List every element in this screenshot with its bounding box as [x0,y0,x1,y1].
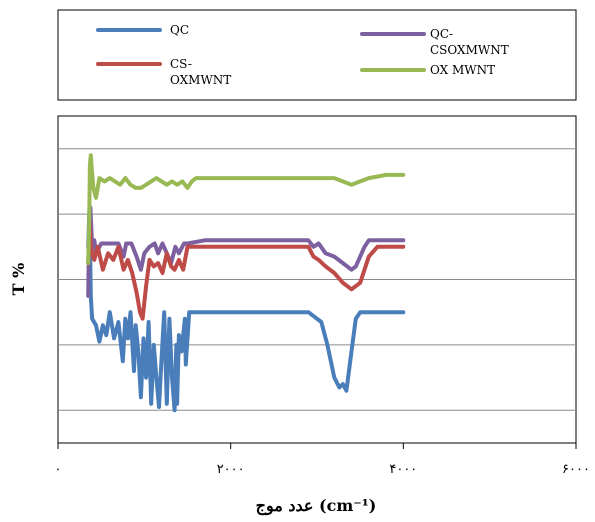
x-tick-label-3: ۶۰۰۰ [562,462,590,477]
legend-box [57,9,577,101]
legend-label-3: OX MWNT [430,63,495,77]
series-line-cs-oxmwnt [86,218,406,321]
series-line-qc [86,205,406,413]
x-tick-label-1: ۲۰۰۰ [217,462,245,477]
y-axis-title: T % [9,263,28,296]
x-tick-label-0: ۰ [55,462,62,477]
x-axis-title: عدد موج (cm⁻¹) [256,496,377,516]
legend-label-1-line2: CSOXMWNT [430,43,509,57]
legend-label-1: QC- [430,27,453,41]
x-ticks: ۰ ۲۰۰۰ ۴۰۰۰ ۶۰۰۰ [55,443,590,477]
legend: QC QC- CSOXMWNT CS- OXMWNT OX MWNT [96,23,509,87]
legend-label-2: CS- [170,57,192,71]
series-line-ox-mwnt [86,153,406,266]
gridlines [58,148,576,411]
series-layer [86,153,406,413]
legend-label-2-line2: OXMWNT [170,73,231,87]
x-tick-label-2: ۴۰۰۰ [389,462,417,477]
legend-label-0: QC [170,23,189,37]
